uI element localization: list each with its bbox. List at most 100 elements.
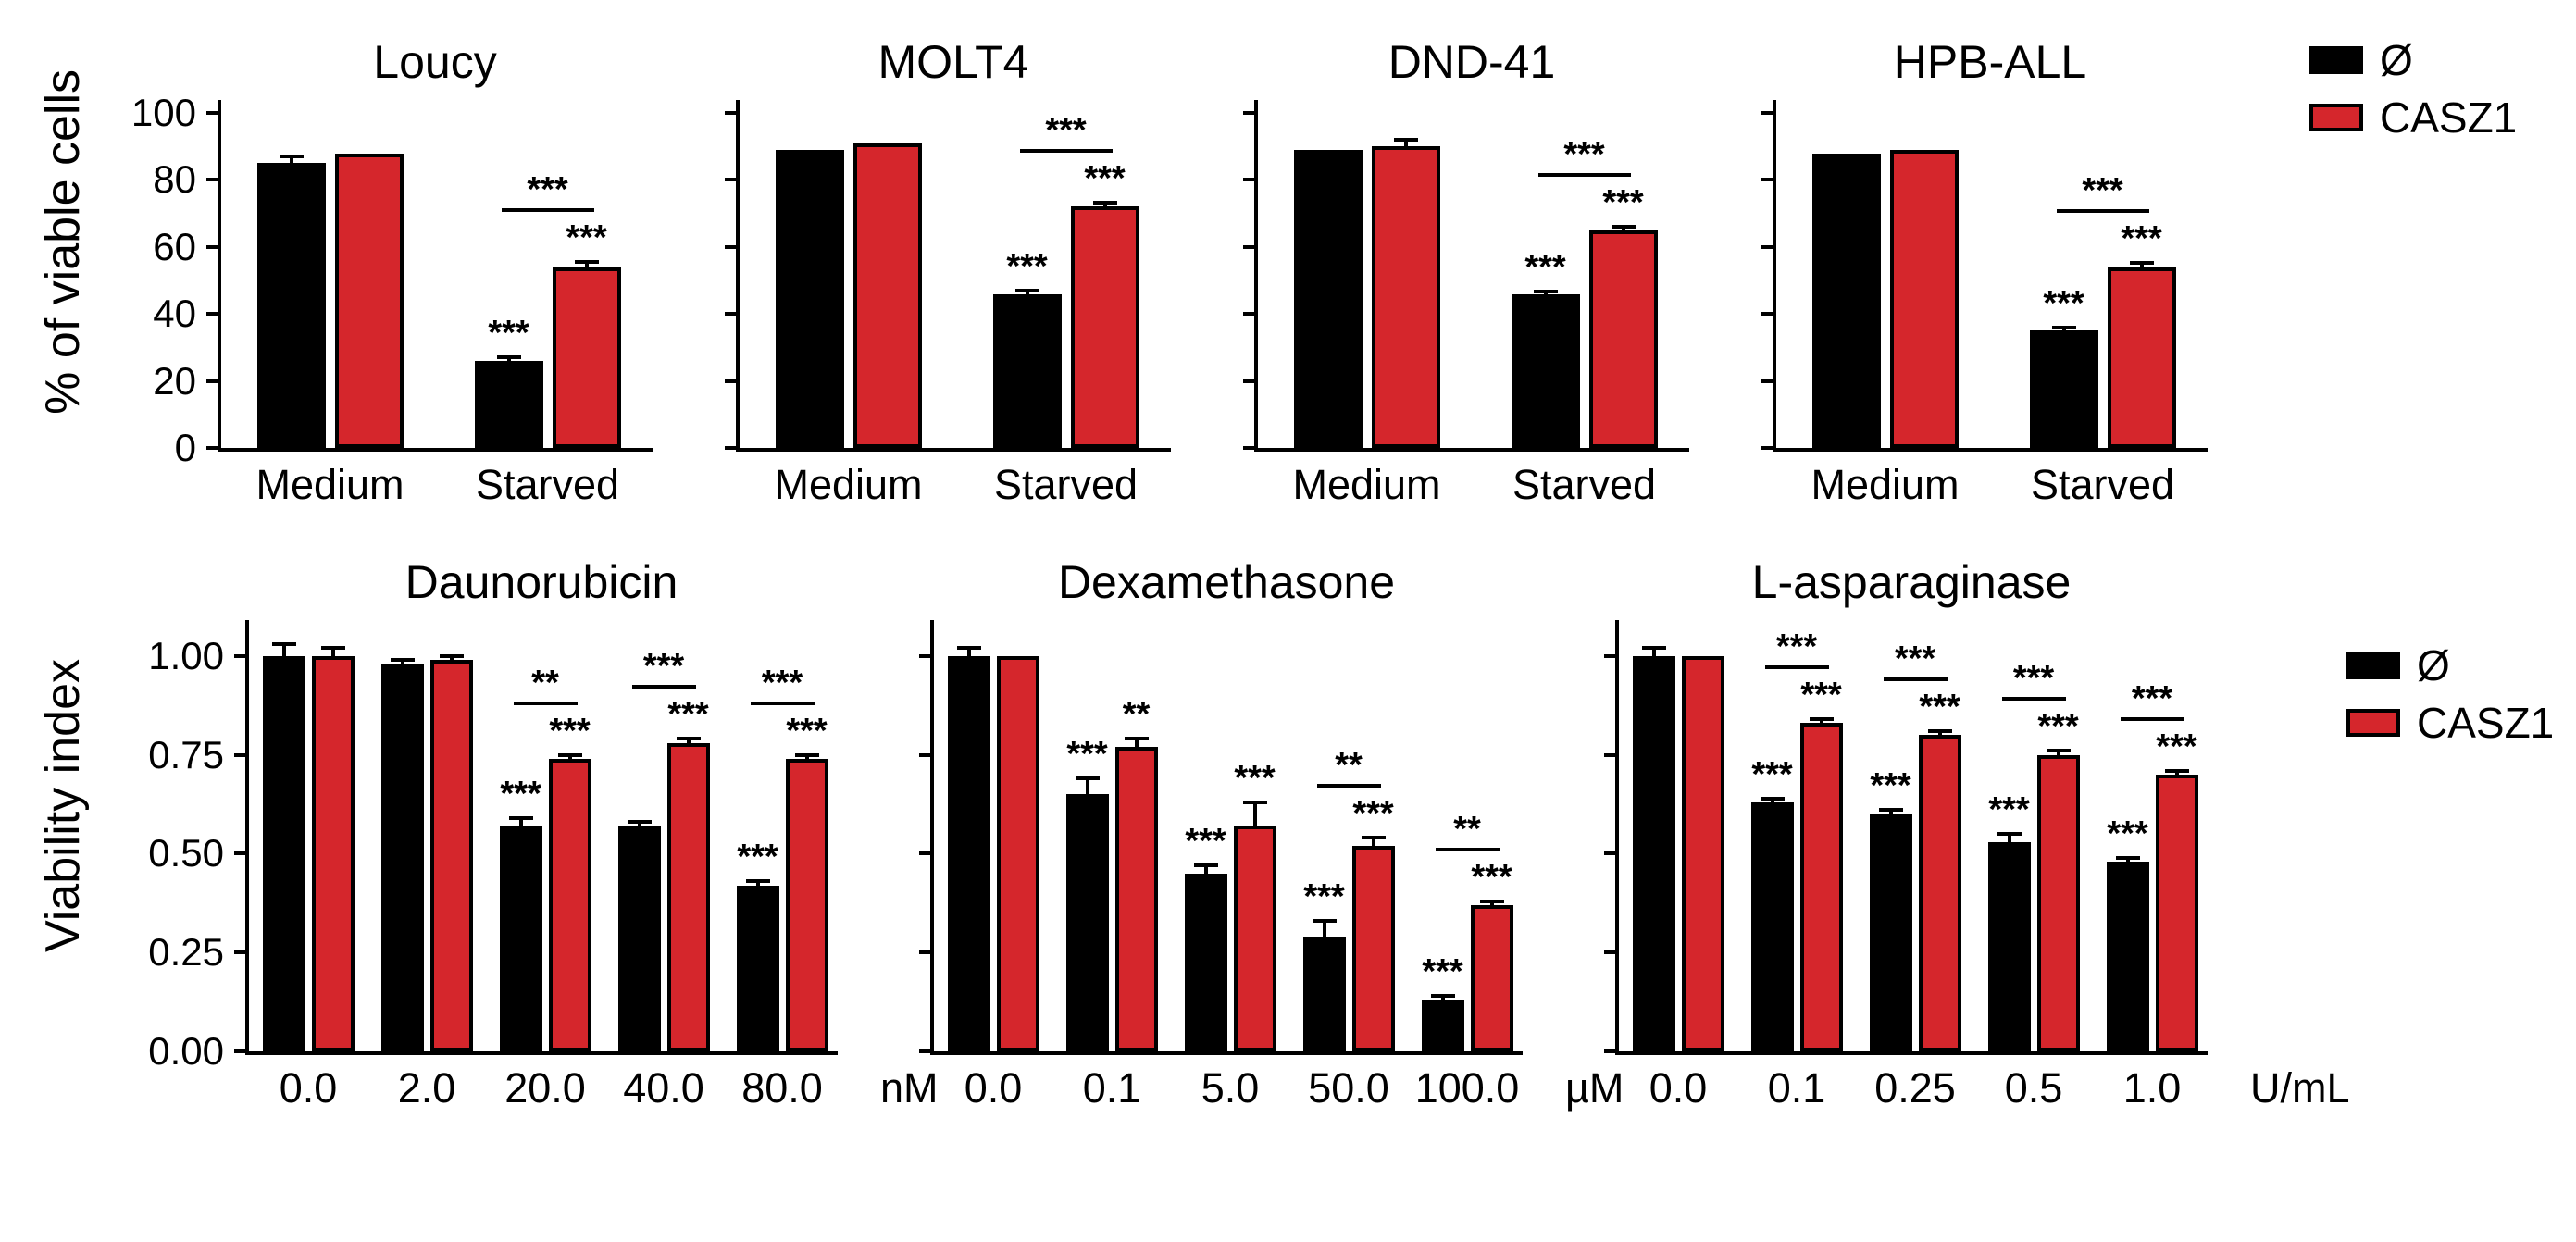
comparison-stars: ***	[761, 663, 803, 702]
x-category-label: 80.0	[741, 1064, 823, 1112]
legend-bottom: Ø CASZ1	[2346, 644, 2554, 744]
significance-stars: ***	[2121, 219, 2162, 259]
comparison-line	[2056, 209, 2149, 214]
error-bar	[1770, 798, 1774, 802]
error-bar-cap	[1611, 225, 1636, 230]
y-tick-label: 1.00	[148, 633, 224, 677]
error-bar	[1888, 810, 1893, 814]
plot-area-daunorubicin: 0.00 0.25 0.50 0.75 1.00 0.0 2.0 *** *** ** 20.0 **…	[148, 620, 939, 1112]
error-bar	[637, 822, 641, 826]
bar-Ø-Medium	[1811, 153, 1881, 448]
bar-CASZ1-2.0	[429, 660, 473, 1051]
bar-Ø-Medium	[1293, 149, 1363, 448]
bar-Ø-5.0	[1184, 873, 1227, 1051]
bar-Ø-0.1	[1750, 801, 1794, 1051]
y-axis-label-viability-index: Viability index	[23, 553, 102, 1058]
y-tick-mark	[919, 653, 934, 658]
x-category-label: 0.1	[1767, 1064, 1826, 1112]
plot-area-hpb-all: Medium *** *** *** Starved	[1761, 100, 2208, 508]
viability-percent-row: % of viable cells Loucy 0 20 40 60 80 100 Medi…	[0, 33, 2576, 508]
legend-label-casz1: CASZ1	[2417, 699, 2555, 747]
y-tick-mark	[1761, 446, 1776, 450]
comparison-line	[501, 208, 594, 213]
significance-stars: ***	[2037, 707, 2079, 747]
significance-stars: ***	[1352, 794, 1394, 834]
significance-stars: ***	[1066, 735, 1108, 775]
comparison-line	[2001, 697, 2066, 702]
y-tick-label: 0.00	[148, 1029, 224, 1073]
significance-stars: ***	[786, 711, 828, 751]
bar-Ø-80.0	[736, 885, 779, 1051]
comparison-line	[2120, 716, 2184, 721]
bar-CASZ1-80.0	[785, 758, 828, 1051]
comparison-stars: ***	[1775, 627, 1818, 667]
error-bar-cap	[1479, 899, 1504, 903]
error-bar-cap	[2046, 749, 2071, 753]
y-tick-mark	[206, 312, 221, 317]
significance-stars: ***	[1800, 676, 1842, 715]
significance-stars: ***	[566, 218, 607, 258]
y-tick-mark	[919, 752, 934, 757]
y-tick-label: 80	[153, 157, 196, 202]
bar-Ø-0.25	[1869, 814, 1912, 1051]
y-tick-label: 0.75	[148, 732, 224, 776]
plot-area-molt4: Medium *** *** *** Starved	[725, 100, 1171, 508]
y-tick-label: 20	[153, 358, 196, 403]
plot-area-dexamethasone: 0.0 *** ** 0.1 *** *** 5.0 *** *** ** 50.0 *** *** **…	[919, 620, 1624, 1112]
error-bar-cap	[1997, 832, 2022, 836]
chart-dnd41: DND-41 Medium *** *** *** Starved	[1243, 33, 1689, 508]
legend-swatch-control	[2346, 652, 2400, 679]
y-tick-mark	[206, 244, 221, 249]
y-tick-mark	[725, 111, 740, 116]
significance-stars: ***	[1602, 183, 1644, 223]
comparison-line	[1019, 149, 1113, 154]
y-tick-mark	[725, 312, 740, 317]
y-tick-mark	[234, 653, 249, 658]
y-tick-mark	[1243, 312, 1258, 317]
error-bar	[1322, 921, 1326, 938]
error-bar-cap	[1193, 863, 1218, 868]
significance-stars: ***	[667, 695, 709, 735]
y-tick-mark	[206, 446, 221, 450]
y-tick-mark	[1604, 851, 1619, 856]
error-bar-cap	[1092, 201, 1117, 205]
bar-Ø-Starved	[474, 360, 543, 448]
comparison-line	[1883, 677, 1948, 681]
bar-CASZ1-0.0	[311, 655, 355, 1051]
viability-index-row: Viability index Daunorubicin 0.00 0.25 0.5…	[0, 553, 2576, 1112]
error-bar	[686, 739, 691, 743]
error-bar	[1134, 739, 1139, 747]
error-bar-cap	[390, 658, 415, 662]
comparison-line	[513, 701, 578, 705]
error-bar-cap	[2051, 325, 2076, 329]
error-bar-cap	[320, 646, 345, 651]
y-tick-mark	[1243, 379, 1258, 383]
y-tick-label: 100	[131, 91, 196, 135]
error-bar	[1651, 648, 1656, 656]
bar-CASZ1-Starved	[2107, 267, 2176, 448]
y-tick-mark	[1243, 446, 1258, 450]
bar-CASZ1-0.25	[1918, 735, 1961, 1051]
comparison-stars: ***	[1894, 639, 1936, 678]
x-category-label: Medium	[1292, 461, 1441, 508]
significance-stars: ***	[2043, 283, 2084, 323]
comparison-stars: ***	[527, 170, 568, 210]
significance-stars: ***	[1084, 159, 1126, 199]
error-bar	[584, 262, 589, 267]
error-bar	[449, 655, 454, 660]
significance-stars: ***	[1185, 822, 1226, 862]
x-category-label: 40.0	[623, 1064, 704, 1112]
significance-stars: ***	[1471, 857, 1512, 897]
y-axis-label-text: % of viable cells	[35, 68, 90, 415]
bar-CASZ1-20.0	[548, 758, 591, 1051]
error-bar-cap	[745, 879, 770, 884]
error-bar	[281, 643, 286, 656]
comparison-line	[1435, 847, 1500, 851]
comparison-stars: ***	[1563, 135, 1605, 175]
bar-Ø-100.0	[1421, 1000, 1464, 1051]
x-category-label: 0.0	[279, 1064, 338, 1112]
y-tick-label: 60	[153, 224, 196, 268]
error-bar	[1403, 140, 1408, 147]
legend-label-control: Ø	[2417, 641, 2450, 689]
